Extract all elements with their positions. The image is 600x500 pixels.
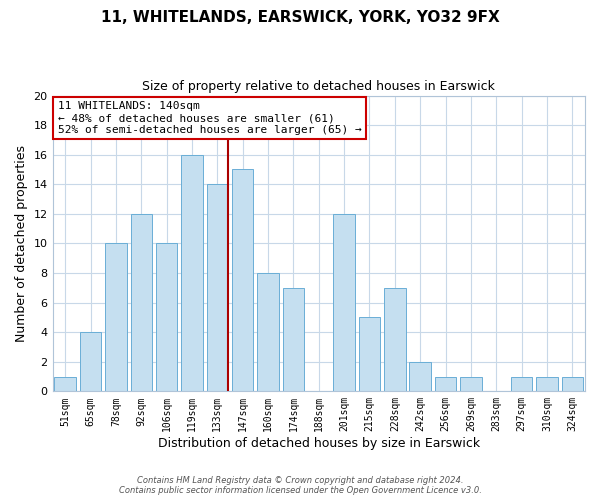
Text: Contains HM Land Registry data © Crown copyright and database right 2024.
Contai: Contains HM Land Registry data © Crown c… bbox=[119, 476, 481, 495]
Bar bbox=[257, 273, 279, 392]
Bar bbox=[562, 376, 583, 392]
Bar bbox=[334, 214, 355, 392]
Bar bbox=[156, 244, 178, 392]
Bar bbox=[105, 244, 127, 392]
Bar bbox=[359, 318, 380, 392]
Bar bbox=[384, 288, 406, 392]
Bar bbox=[232, 170, 253, 392]
Bar bbox=[536, 376, 558, 392]
Bar bbox=[460, 376, 482, 392]
X-axis label: Distribution of detached houses by size in Earswick: Distribution of detached houses by size … bbox=[158, 437, 480, 450]
Bar bbox=[511, 376, 532, 392]
Bar bbox=[283, 288, 304, 392]
Text: 11 WHITELANDS: 140sqm
← 48% of detached houses are smaller (61)
52% of semi-deta: 11 WHITELANDS: 140sqm ← 48% of detached … bbox=[58, 102, 362, 134]
Bar bbox=[181, 154, 203, 392]
Bar bbox=[55, 376, 76, 392]
Bar bbox=[409, 362, 431, 392]
Y-axis label: Number of detached properties: Number of detached properties bbox=[15, 145, 28, 342]
Bar bbox=[206, 184, 228, 392]
Bar bbox=[131, 214, 152, 392]
Text: 11, WHITELANDS, EARSWICK, YORK, YO32 9FX: 11, WHITELANDS, EARSWICK, YORK, YO32 9FX bbox=[101, 10, 499, 25]
Bar bbox=[435, 376, 457, 392]
Bar bbox=[80, 332, 101, 392]
Title: Size of property relative to detached houses in Earswick: Size of property relative to detached ho… bbox=[142, 80, 495, 93]
